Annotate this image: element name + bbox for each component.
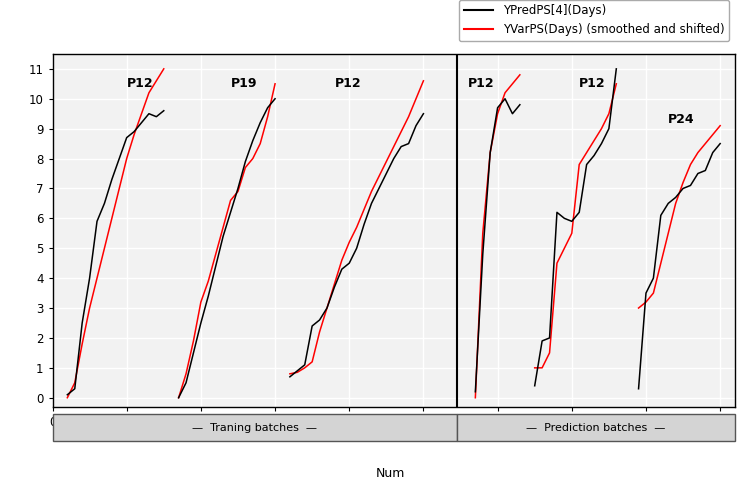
Legend: YPredPS[4](Days), YVarPS(Days) (smoothed and shifted): YPredPS[4](Days), YVarPS(Days) (smoothed…	[459, 0, 729, 41]
Text: P24: P24	[668, 113, 694, 125]
Text: Num: Num	[375, 467, 405, 480]
Bar	[53, 414, 457, 441]
Text: P19: P19	[230, 77, 257, 90]
Bar	[457, 414, 735, 441]
Text: P12: P12	[579, 77, 606, 90]
Text: P12: P12	[468, 77, 494, 90]
Text: P12: P12	[127, 77, 153, 90]
Text: P12: P12	[334, 77, 361, 90]
Text: —  Traning batches  —: — Traning batches —	[192, 422, 317, 433]
Text: —  Prediction batches  —: — Prediction batches —	[526, 422, 665, 433]
